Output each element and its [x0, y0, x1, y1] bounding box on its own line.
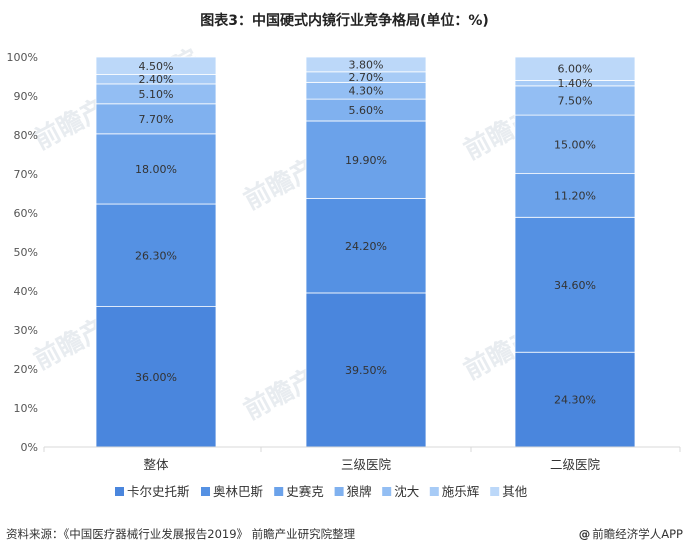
bar-segment: [305, 120, 427, 199]
legend-label: 沈大: [394, 484, 419, 499]
y-tick-label: 90%: [14, 90, 38, 103]
y-tick-label: 100%: [7, 51, 38, 64]
bar-segment: [305, 198, 427, 294]
y-tick-label: 40%: [14, 285, 38, 298]
y-tick-label: 10%: [14, 402, 38, 415]
y-tick-label: 20%: [14, 363, 38, 376]
legend-label: 施乐辉: [442, 484, 480, 499]
axis-layer: 0% 10% 20% 30% 40% 50% 60% 70% 80% 90% 100% 整体 三级医院 二…: [7, 51, 681, 472]
y-tick-label: 80%: [14, 129, 38, 142]
y-tick-label: 30%: [14, 324, 38, 337]
data-label: 26.30%: [135, 249, 177, 262]
data-label: 11.20%: [554, 189, 596, 202]
legend-item: 其他: [490, 484, 528, 499]
bar-segment: [95, 56, 217, 75]
legend-swatch: [334, 487, 344, 496]
legend-item: 沈大: [382, 484, 419, 499]
data-label: 34.60%: [554, 279, 596, 292]
data-label: 15.00%: [554, 138, 596, 151]
data-label: 4.30%: [349, 85, 384, 98]
legend-item: 施乐辉: [429, 484, 480, 499]
data-labels-layer: 36.00% 26.30% 18.00% 7.70% 5.10% 2.40%4.50% 39…: [135, 58, 596, 406]
data-label: 7.50%: [558, 94, 593, 107]
data-label: 36.00%: [135, 371, 177, 384]
legend-swatch: [382, 487, 392, 496]
bar-segment: [514, 56, 636, 81]
source-note: 资料来源：《中国医疗器械行业发展报告2019》 前瞻产业研究院整理: [6, 527, 356, 541]
legend-label: 史赛克: [286, 484, 324, 499]
legend: 卡尔史托斯 奥林巴斯 史赛克 狼牌 沈大 施乐辉 其他: [115, 484, 528, 499]
legend-swatch: [429, 487, 439, 496]
legend-swatch: [201, 487, 210, 496]
legend-label: 其他: [502, 484, 528, 499]
legend-label: 奥林巴斯: [213, 484, 263, 499]
data-label: 6.00%: [558, 63, 593, 76]
data-label: 5.60%: [349, 104, 384, 117]
legend-label: 卡尔史托斯: [127, 484, 190, 499]
data-label: 1.40%: [558, 77, 593, 90]
data-label: 39.50%: [345, 364, 387, 377]
data-label: 5.10%: [139, 88, 174, 101]
data-label: 19.90%: [345, 154, 387, 167]
data-label: 2.70%: [349, 71, 384, 84]
brand-name: 前瞻经济学人APP: [592, 527, 683, 541]
brand-credit: @ 前瞻经济学人APP: [579, 526, 683, 542]
bar-segment: [95, 203, 217, 307]
legend-swatch: [274, 487, 284, 496]
bar-segment: [305, 292, 427, 448]
legend-item: 史赛克: [274, 484, 324, 499]
bar-segment: [514, 114, 636, 175]
legend-item: 奥林巴斯: [201, 484, 263, 499]
legend-swatch: [490, 487, 500, 496]
bar-segment: [514, 173, 636, 218]
y-tick-label: 50%: [14, 246, 38, 259]
bar-segment: [514, 351, 636, 448]
chart-title: 图表3：中国硬式内镜行业竞争格局(单位：%): [200, 13, 489, 29]
data-label: 2.40%: [139, 73, 174, 86]
y-tick-label: 0%: [21, 441, 38, 454]
y-tick-label: 70%: [14, 168, 38, 181]
y-tick-label: 60%: [14, 207, 38, 220]
data-label: 7.70%: [139, 113, 174, 126]
bar-segment: [95, 306, 217, 448]
bar-segment: [514, 216, 636, 353]
data-label: 24.30%: [554, 394, 596, 407]
bars-layer: [95, 56, 636, 448]
legend-swatch: [115, 487, 124, 496]
x-tick-label: 三级医院: [341, 457, 392, 472]
data-label: 18.00%: [135, 163, 177, 176]
at-symbol: @: [578, 527, 591, 541]
data-label: 3.80%: [349, 58, 384, 71]
x-tick-label: 整体: [143, 457, 169, 472]
legend-item: 狼牌: [334, 484, 372, 499]
data-label: 4.50%: [139, 60, 174, 73]
legend-item: 卡尔史托斯: [115, 484, 190, 499]
data-label: 24.20%: [345, 240, 387, 253]
bar-segment: [514, 85, 636, 116]
legend-label: 狼牌: [347, 484, 372, 499]
x-tick-label: 二级医院: [550, 457, 601, 472]
bar-segment: [95, 133, 217, 205]
bar-segment: [305, 56, 427, 73]
